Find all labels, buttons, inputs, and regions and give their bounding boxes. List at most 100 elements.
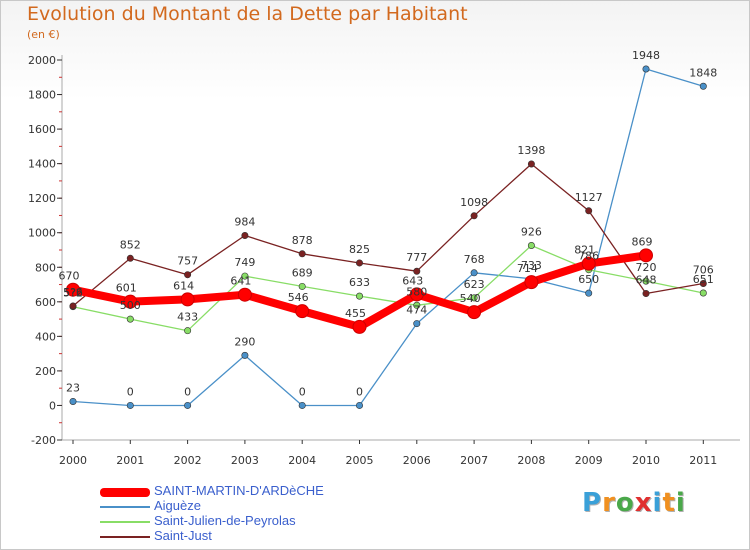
x-tick-label: 2009 (575, 454, 603, 467)
legend-item: Saint-Julien-de-Peyrolas (100, 513, 420, 529)
legend-swatch (100, 506, 150, 508)
series-3 (69, 160, 707, 310)
x-tick-label: 2007 (460, 454, 488, 467)
data-label: 601 (116, 282, 137, 295)
data-point (355, 401, 363, 409)
data-label: 580 (406, 285, 427, 298)
y-tick-label: 0 (49, 399, 56, 412)
logo-letter: r (602, 488, 616, 518)
data-label: 878 (292, 234, 313, 247)
y-tick-label: 1200 (28, 192, 56, 205)
legend-label: Saint-Just (154, 528, 212, 543)
data-point (639, 248, 653, 263)
data-label: 1848 (689, 66, 717, 79)
legend-swatch (100, 536, 150, 538)
data-label: 869 (632, 235, 653, 248)
data-label: 706 (693, 264, 714, 277)
legend-label: Aiguèze (154, 498, 201, 513)
data-point (524, 275, 539, 290)
data-point (184, 327, 192, 335)
series-0 (66, 248, 653, 334)
series-2 (69, 242, 707, 335)
data-point (585, 207, 593, 215)
data-label: 614 (173, 279, 194, 292)
logo-letter: P (582, 488, 603, 518)
y-tick-label: 800 (35, 261, 56, 274)
data-point (581, 256, 596, 271)
data-label: 0 (299, 385, 306, 398)
y-tick-label: 600 (35, 296, 56, 309)
data-point (66, 282, 80, 297)
data-point (69, 397, 77, 405)
data-label: 546 (288, 291, 309, 304)
chart-subtitle: (en €) (27, 28, 60, 41)
y-tick-label: -200 (31, 434, 56, 447)
data-label: 984 (234, 215, 255, 228)
data-label: 720 (636, 261, 657, 274)
x-tick-label: 2004 (288, 454, 316, 467)
data-label: 5?2 (63, 287, 83, 300)
x-tick-label: 2005 (346, 454, 374, 467)
data-point (123, 294, 138, 309)
chart-title: Evolution du Montant de la Dette par Hab… (27, 3, 468, 25)
data-point (409, 287, 424, 302)
data-label: 290 (234, 335, 255, 348)
data-point (126, 254, 134, 262)
legend-item: Aiguèze (100, 498, 420, 514)
data-label: 757 (177, 255, 198, 268)
data-label: 1948 (632, 49, 660, 62)
data-label: 733 (521, 259, 542, 272)
data-label: 643 (402, 274, 423, 287)
data-point (69, 302, 77, 310)
data-point (352, 319, 367, 334)
series-layer (66, 65, 707, 409)
x-tick-label: 2011 (689, 454, 717, 467)
data-label: 474 (406, 304, 427, 317)
legend-swatch (100, 521, 150, 523)
data-label: 0 (127, 385, 134, 398)
data-point (241, 351, 249, 359)
y-tick-label: 400 (35, 330, 56, 343)
logo-letter: t (662, 488, 676, 518)
data-label: 540 (460, 292, 481, 305)
data-point (295, 304, 310, 319)
data-label: 852 (120, 238, 141, 251)
data-point (298, 282, 306, 290)
series-line (72, 244, 704, 332)
data-point (413, 301, 421, 309)
data-point (527, 160, 535, 168)
data-point (642, 277, 650, 285)
series-line (72, 68, 704, 407)
proxiti-logo: Proxiti (582, 488, 686, 518)
data-label: 825 (349, 243, 370, 256)
data-label: 650 (578, 273, 599, 286)
data-label: 926 (521, 226, 542, 239)
y-tick-label: 1000 (28, 227, 56, 240)
data-label: 1098 (460, 196, 488, 209)
data-label: 0 (356, 385, 363, 398)
axes: -200020040060080010001200140016001800200… (28, 54, 740, 467)
data-label: 749 (234, 256, 255, 269)
legend-swatch (100, 487, 150, 497)
legend-item: SAINT-MARTIN-D'ARDèCHE (100, 483, 420, 499)
data-point (699, 280, 707, 288)
data-labels: 670 601 614 641 546 455 643 540 714 821 869 23 0 0 290… (59, 49, 718, 398)
data-label: 0 (184, 385, 191, 398)
logo-letter: o (615, 488, 635, 518)
series-1 (69, 65, 707, 409)
data-label: 821 (574, 244, 595, 257)
data-label: 670 (59, 270, 80, 283)
logo-letter: i (652, 488, 663, 518)
data-label: 689 (292, 266, 313, 279)
data-point (470, 294, 478, 302)
data-point (470, 269, 478, 277)
data-point (642, 65, 650, 73)
x-tick-label: 2000 (59, 454, 87, 467)
data-point (699, 82, 707, 90)
data-label: 23 (66, 381, 80, 394)
data-label: 433 (177, 311, 198, 324)
data-label: 714 (517, 262, 538, 275)
data-point (298, 250, 306, 258)
data-point (413, 320, 421, 328)
